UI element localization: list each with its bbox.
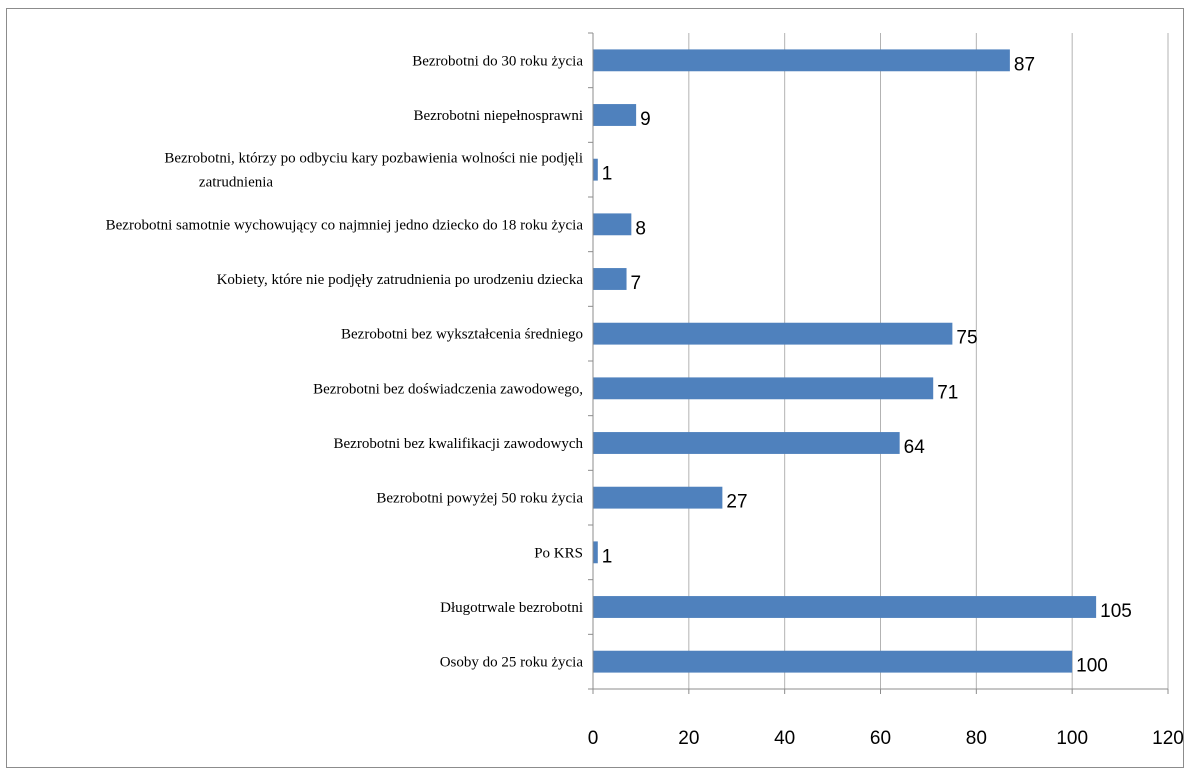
axes [588,32,1169,694]
value-label: 1 [602,164,613,185]
bar [593,650,1073,673]
value-label: 100 [1076,656,1108,677]
x-tick-label: 20 [678,728,699,749]
value-label: 75 [956,328,977,349]
category-label: Bezrobotni do 30 roku życia [412,53,583,69]
bar [593,541,598,564]
category-label: Bezrobotni niepełnosprawni [413,108,583,124]
category-label: zatrudnienia [199,175,273,191]
x-tick-labels: 0 20 40 60 80 100 120 [588,728,1184,749]
bar [593,377,934,400]
bar [593,432,900,454]
bar [593,486,723,509]
bar [593,213,632,236]
x-tick-label: 80 [966,728,987,749]
x-tick-label: 0 [588,728,599,749]
x-tick-label: 120 [1152,728,1184,749]
value-label: 105 [1100,601,1132,622]
category-labels: Bezrobotni do 30 roku życia Bezrobotni ni… [106,53,584,670]
value-label: 87 [1014,54,1035,75]
value-label: 8 [635,218,646,239]
value-label: 27 [726,492,747,513]
horizontal-bar-chart: Bezrobotni do 30 roku życia Bezrobotni ni… [106,32,1184,749]
bars [593,49,1097,673]
value-label: 7 [631,273,642,294]
category-label: Po KRS [534,545,583,561]
value-label: 64 [904,437,926,458]
bar [593,104,637,126]
value-label: 9 [640,109,651,130]
category-label: Bezrobotni bez wykształcenia średniego [341,327,583,343]
x-tick-label: 100 [1056,728,1088,749]
bar [593,322,953,345]
category-label: Bezrobotni, którzy po odbyciu kary pozba… [164,151,583,167]
category-label: Bezrobotni samotnie wychowujący co najmn… [106,217,584,233]
category-label: Bezrobotni bez kwalifikacji zawodowych [334,436,584,452]
x-tick-label: 60 [870,728,891,749]
gridlines [688,33,1169,689]
x-tick-label: 40 [774,728,795,749]
bar [593,49,1010,72]
category-label: Bezrobotni bez doświadczenia zawodowego, [313,381,583,397]
category-label: Osoby do 25 roku życia [440,655,584,671]
bar [593,158,598,181]
category-label: Długotrwale bezrobotni [440,600,583,616]
bar [593,596,1097,618]
bar [593,268,627,290]
value-label: 71 [937,382,958,403]
category-label: Bezrobotni powyżej 50 roku życia [376,491,583,507]
value-label: 1 [602,546,613,567]
category-label: Kobiety, które nie podjęły zatrudnienia … [217,272,584,288]
